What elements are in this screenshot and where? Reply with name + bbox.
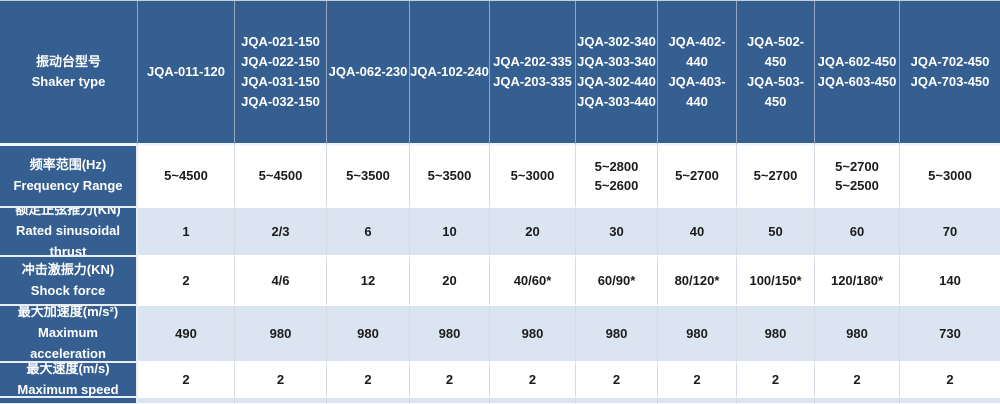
spec-value-cell: 730 — [900, 306, 1000, 363]
spec-value-cell: 980 — [658, 306, 737, 363]
spec-value-cell: 80/120* — [658, 257, 737, 306]
spec-value-cell: 2 — [815, 363, 900, 398]
spec-value-cell: 5~3500 — [410, 146, 490, 208]
spec-value-cell: 980 — [815, 306, 900, 363]
spec-value-cell: 2/3 — [235, 208, 327, 257]
table-corner-header: 振动台型号 Shaker type — [0, 1, 138, 146]
spec-value-cell: 6 — [327, 208, 410, 257]
spec-row-label-frequency-range: 频率范围(Hz) Frequency Range — [0, 146, 138, 208]
spec-value-cell: 5~3000 — [900, 146, 1000, 208]
shaker-model-header: JQA-702-450 JQA-703-450 — [900, 1, 1000, 146]
shaker-model-header: JQA-062-230 — [327, 1, 410, 146]
spec-value-cell: 2 — [327, 363, 410, 398]
spec-value-cell: 4/6 — [235, 257, 327, 306]
spec-value-cell: 2 — [900, 363, 1000, 398]
spec-value-cell: 2 — [138, 363, 235, 398]
spec-value-cell: 2 — [576, 363, 658, 398]
spec-row-label-rated-thrust: 额定正弦推力(KN) Rated sinusoidal thrust — [0, 208, 138, 257]
spec-value-cell: 50 — [737, 208, 815, 257]
spec-value-cell-partial — [658, 398, 737, 404]
spec-value-cell-partial — [235, 398, 327, 404]
spec-value-cell-partial — [327, 398, 410, 404]
spec-value-cell: 20 — [490, 208, 576, 257]
shaker-model-header: JQA-102-240 — [410, 1, 490, 146]
spec-value-cell: 120/180* — [815, 257, 900, 306]
spec-value-cell: 980 — [327, 306, 410, 363]
shaker-model-header: JQA-502-450 JQA-503-450 — [737, 1, 815, 146]
spec-value-cell: 5~2800 5~2600 — [576, 146, 658, 208]
spec-value-cell: 12 — [327, 257, 410, 306]
spec-value-cell-partial — [900, 398, 1000, 404]
spec-value-cell: 980 — [576, 306, 658, 363]
spec-value-cell: 70 — [900, 208, 1000, 257]
spec-value-cell-partial — [138, 398, 235, 404]
spec-value-cell: 20 — [410, 257, 490, 306]
shaker-model-header: JQA-021-150 JQA-022-150 JQA-031-150 JQA-… — [235, 1, 327, 146]
spec-value-cell: 490 — [138, 306, 235, 363]
shaker-model-header: JQA-011-120 — [138, 1, 235, 146]
spec-value-cell: 2 — [658, 363, 737, 398]
spec-row-label-max-speed: 最大速度(m/s) Maximum speed — [0, 363, 138, 398]
spec-value-cell: 2 — [410, 363, 490, 398]
spec-value-cell: 10 — [410, 208, 490, 257]
shaker-model-header: JQA-202-335 JQA-203-335 — [490, 1, 576, 146]
spec-value-cell-partial — [410, 398, 490, 404]
spec-row-label-partial — [0, 398, 138, 404]
spec-value-cell: 5~4500 — [138, 146, 235, 208]
spec-value-cell: 5~3000 — [490, 146, 576, 208]
spec-row-label-max-acceleration: 最大加速度(m/s²) Maximum acceleration — [0, 306, 138, 363]
spec-value-cell-partial — [815, 398, 900, 404]
spec-row-label-shock-force: 冲击激振力(KN) Shock force — [0, 257, 138, 306]
spec-value-cell: 60 — [815, 208, 900, 257]
spec-value-cell: 5~4500 — [235, 146, 327, 208]
spec-value-cell: 980 — [737, 306, 815, 363]
spec-value-cell: 2 — [138, 257, 235, 306]
spec-value-cell: 1 — [138, 208, 235, 257]
spec-value-cell: 5~2700 5~2500 — [815, 146, 900, 208]
spec-value-cell-partial — [490, 398, 576, 404]
spec-value-cell: 2 — [737, 363, 815, 398]
spec-value-cell: 2 — [235, 363, 327, 398]
spec-value-cell: 30 — [576, 208, 658, 257]
spec-value-cell: 5~2700 — [737, 146, 815, 208]
spec-value-cell: 980 — [490, 306, 576, 363]
spec-value-cell: 5~2700 — [658, 146, 737, 208]
shaker-model-header: JQA-402-440 JQA-403-440 — [658, 1, 737, 146]
spec-value-cell: 980 — [235, 306, 327, 363]
spec-value-cell-partial — [576, 398, 658, 404]
spec-value-cell: 140 — [900, 257, 1000, 306]
spec-value-cell-partial — [737, 398, 815, 404]
spec-value-cell: 5~3500 — [327, 146, 410, 208]
shaker-model-header: JQA-302-340 JQA-303-340 JQA-302-440 JQA-… — [576, 1, 658, 146]
spec-value-cell: 40/60* — [490, 257, 576, 306]
spec-value-cell: 40 — [658, 208, 737, 257]
spec-value-cell: 980 — [410, 306, 490, 363]
spec-value-cell: 100/150* — [737, 257, 815, 306]
spec-value-cell: 2 — [490, 363, 576, 398]
shaker-model-header: JQA-602-450 JQA-603-450 — [815, 1, 900, 146]
spec-value-cell: 60/90* — [576, 257, 658, 306]
